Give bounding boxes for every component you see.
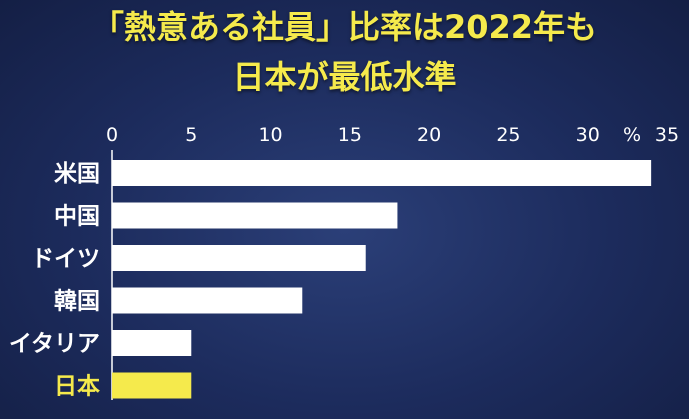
bar-4: [112, 330, 192, 356]
chart-title-line-2: 日本が最低水準: [232, 58, 457, 96]
chart-title-line-1: 「熱意ある社員」比率は2022年も: [91, 8, 598, 46]
x-tick-label: 10: [258, 124, 282, 146]
x-tick-label: 35: [655, 124, 679, 146]
x-tick-label: 20: [417, 124, 441, 146]
category-label: 韓国: [54, 288, 100, 315]
category-label: 日本: [54, 374, 100, 400]
x-unit-label: %: [623, 124, 641, 146]
bar-1: [112, 202, 398, 229]
x-tick-label: 0: [106, 124, 118, 146]
x-tick-label: 5: [185, 124, 197, 146]
bar-0: [112, 160, 652, 186]
bar-2: [112, 245, 366, 271]
bar-5: [112, 372, 192, 399]
x-tick-label: 15: [338, 124, 362, 146]
category-label: ドイツ: [31, 246, 100, 272]
category-label: 中国: [54, 204, 100, 230]
category-label: イタリア: [9, 331, 100, 357]
x-tick-label: 30: [576, 124, 600, 146]
x-tick-label: 25: [496, 124, 520, 146]
category-label: 米国: [54, 161, 100, 187]
bar-3: [112, 287, 303, 314]
